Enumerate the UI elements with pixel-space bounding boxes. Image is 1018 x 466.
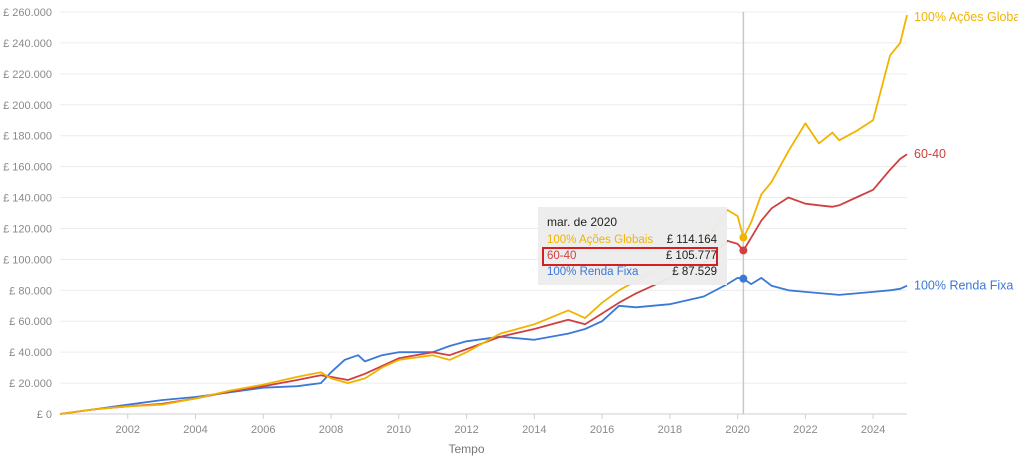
y-tick-label: £ 240.000 xyxy=(3,38,52,50)
series-end-label: 100% Ações Globais xyxy=(914,10,1018,24)
hover-points xyxy=(739,233,748,283)
y-tick-label: £ 80.000 xyxy=(9,285,52,297)
x-tick-label: 2016 xyxy=(590,424,614,436)
x-tick-label: 2024 xyxy=(861,424,885,436)
tooltip-series-name: 100% Ações Globais xyxy=(547,234,654,246)
tooltip-highlight-box xyxy=(542,247,718,266)
y-tick-label: £ 120.000 xyxy=(3,223,52,235)
series-end-label: 100% Renda Fixa xyxy=(914,279,1013,293)
tooltip-series-value: £ 87.529 xyxy=(672,266,717,278)
tooltip-row-acoes: 100% Ações Globais £ 114.164 xyxy=(547,232,720,248)
tooltip-series-name: 60-40 xyxy=(547,250,577,262)
x-tick-label: 2018 xyxy=(658,424,682,436)
y-tick-label: £ 100.000 xyxy=(3,254,52,266)
hover-point xyxy=(739,274,748,283)
tooltip-series-name: 100% Renda Fixa xyxy=(547,266,639,278)
y-tick-label: £ 260.000 xyxy=(3,7,52,19)
y-axis-ticks: £ 0 £ 20.000 £ 40.000 £ 60.000 £ 80.000 £ 100… xyxy=(3,7,52,421)
grid-lines xyxy=(60,11,907,384)
y-tick-label: £ 180.000 xyxy=(3,131,52,143)
x-axis-ticks: 2002 2004 2006 2008 2010 2012 2014 2016 2018 2020… xyxy=(116,414,885,436)
hover-point xyxy=(739,246,748,255)
series-line xyxy=(59,153,908,415)
y-tick-label: £ 140.000 xyxy=(3,193,52,205)
y-tick-label: £ 20.000 xyxy=(9,378,52,390)
x-axis-label: Tempo xyxy=(448,442,484,456)
tooltip-row-renda-fixa: 100% Renda Fixa £ 87.529 xyxy=(547,264,720,280)
tooltip-row-60-40: 60-40 £ 105.777 xyxy=(547,248,720,264)
x-tick-label: 2002 xyxy=(116,424,140,436)
series-end-labels: 100% Renda Fixa 60-40 100% Ações Globais xyxy=(914,10,1018,293)
y-tick-label: £ 60.000 xyxy=(9,316,52,328)
series-line xyxy=(59,14,908,415)
x-tick-label: 2010 xyxy=(387,424,411,436)
x-tick-label: 2022 xyxy=(793,424,817,436)
x-tick-label: 2008 xyxy=(319,424,343,436)
tooltip: mar. de 2020 100% Ações Globais £ 114.16… xyxy=(538,207,727,285)
y-tick-label: £ 220.000 xyxy=(3,69,52,81)
y-tick-label: £ 160.000 xyxy=(3,162,52,174)
series-end-label: 60-40 xyxy=(914,147,946,161)
tooltip-title: mar. de 2020 xyxy=(547,215,618,229)
tooltip-series-value: £ 114.164 xyxy=(666,234,717,246)
y-tick-label: £ 40.000 xyxy=(9,347,52,359)
tooltip-series-value: £ 105.777 xyxy=(665,250,717,262)
x-tick-label: 2020 xyxy=(725,424,749,436)
y-tick-label: £ 200.000 xyxy=(3,100,52,112)
series-line xyxy=(59,277,908,415)
series-lines xyxy=(59,14,908,415)
x-tick-label: 2006 xyxy=(251,424,275,436)
x-tick-label: 2004 xyxy=(183,424,207,436)
x-tick-label: 2012 xyxy=(454,424,478,436)
x-tick-label: 2014 xyxy=(522,424,546,436)
hover-point xyxy=(739,233,748,242)
y-tick-label: £ 0 xyxy=(37,409,52,421)
